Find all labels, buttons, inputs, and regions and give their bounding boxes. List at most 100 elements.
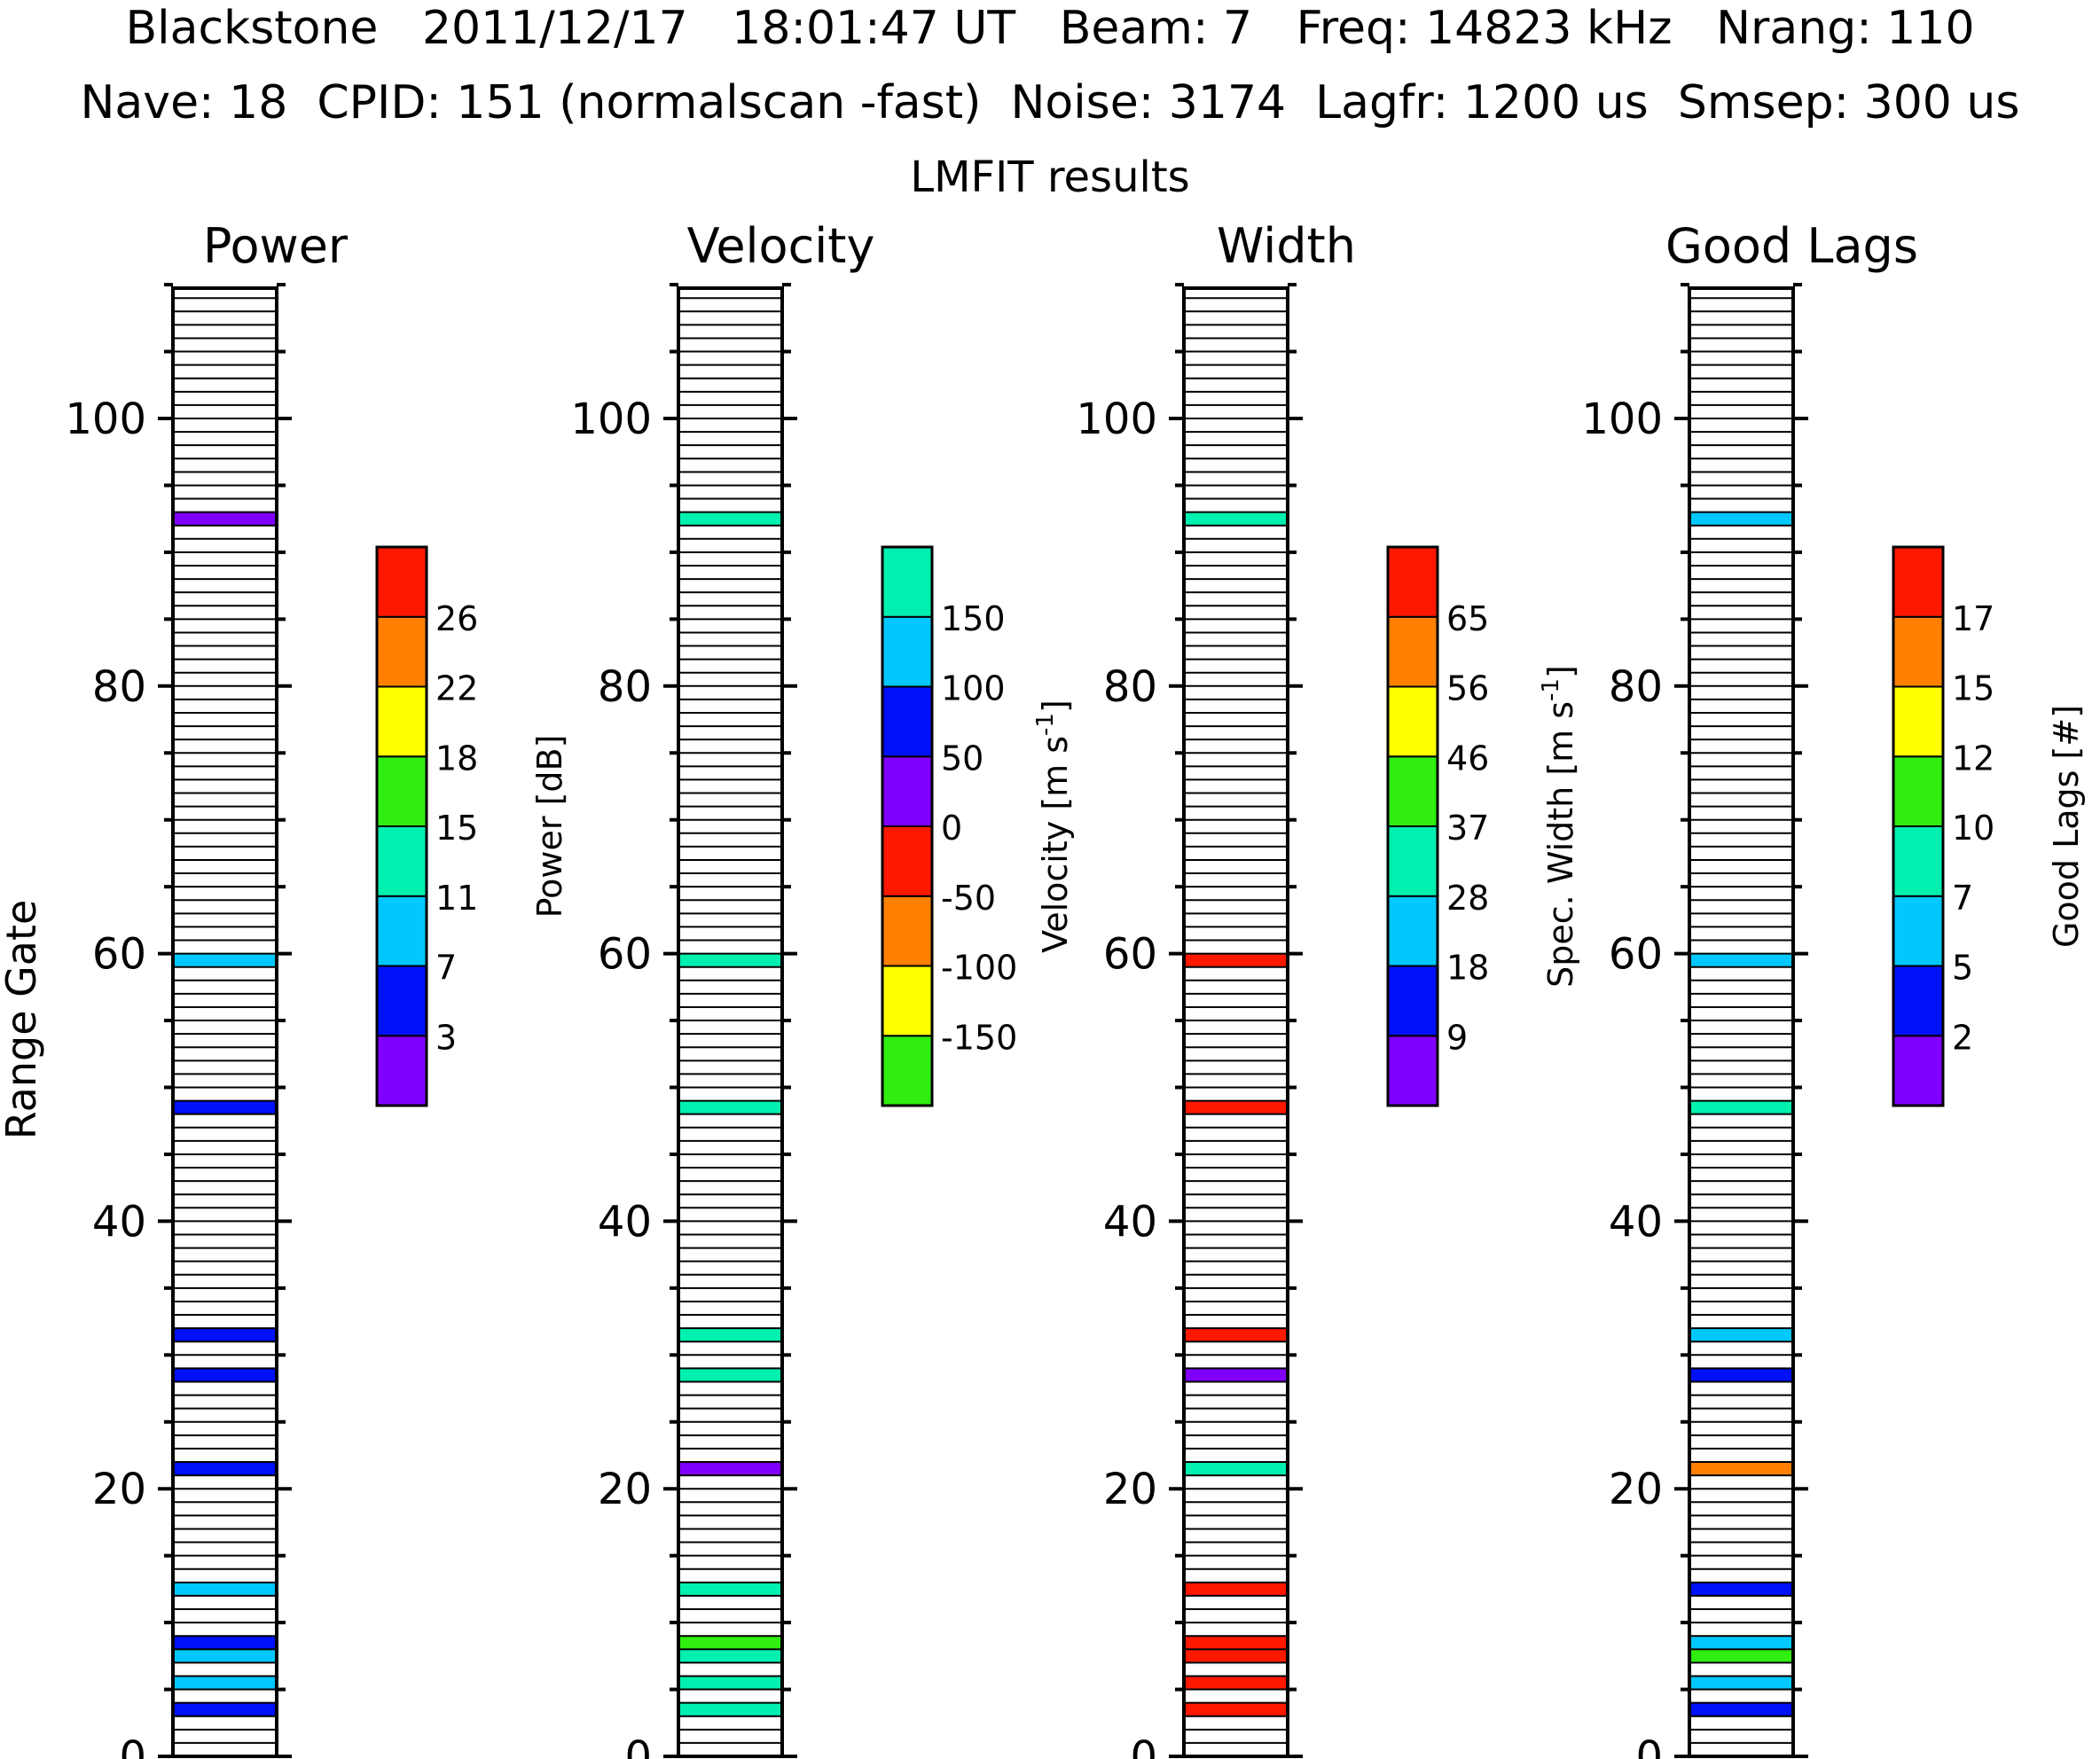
colorbar-frame-velocity — [881, 545, 934, 1107]
range-gate-cell-width — [1184, 1649, 1288, 1663]
colorbar-label-velocity: Velocity [m s-1] — [1032, 700, 1075, 953]
y-tick-label: 100 — [65, 395, 146, 444]
y-tick-label: 60 — [1609, 930, 1663, 980]
colorbar-tick-label: 50 — [941, 739, 983, 778]
y-tick-label: 0 — [1130, 1732, 1157, 1759]
colorbar-swatch-good-lags — [1892, 965, 1944, 1037]
colorbar-swatch-width — [1387, 546, 1438, 618]
colorbar-tick-label: -100 — [941, 949, 1017, 988]
colorbar-frame-power — [375, 545, 428, 1107]
range-gate-cell-power — [173, 1100, 277, 1114]
colorbar-tick-label: 12 — [1952, 739, 1994, 778]
range-gate-cell-velocity — [678, 1636, 782, 1650]
panel-title-good-lags: Good Lags — [1665, 218, 1918, 274]
y-tick-label: 40 — [92, 1197, 146, 1247]
colorbar-label-width: Spec. Width [m s-1] — [1538, 665, 1580, 988]
colorbar-swatch-width — [1387, 1035, 1438, 1106]
colorbar-tick-label: 100 — [941, 669, 1006, 708]
colorbar-swatch-width — [1387, 965, 1438, 1037]
colorbar-tick-label: 26 — [435, 599, 478, 638]
range-gate-cell-power — [173, 1676, 277, 1690]
colorbar-swatch-good-lags — [1892, 825, 1944, 897]
colorbar-tick-label: 11 — [435, 879, 478, 918]
range-gate-cell-good-lags — [1689, 1100, 1793, 1114]
y-tick-label: 20 — [598, 1465, 652, 1514]
panel-frame-velocity — [677, 286, 784, 1758]
y-tick-label: 0 — [1635, 1732, 1663, 1759]
panel-frame-good-lags — [1688, 286, 1795, 1758]
range-gate-cell-width — [1184, 1676, 1288, 1690]
range-gate-cell-width — [1184, 1100, 1288, 1114]
range-gate-cell-power — [173, 1649, 277, 1663]
colorbar-tick-label: 56 — [1446, 669, 1489, 708]
colorbar-tick-label: 22 — [435, 669, 478, 708]
range-gate-cell-width — [1184, 953, 1288, 967]
colorbar-swatch-width — [1387, 825, 1438, 897]
colorbar-tick-label: 5 — [1952, 949, 1973, 988]
y-tick-label: 80 — [1103, 662, 1157, 712]
colorbar-frame-good-lags — [1892, 545, 1945, 1107]
colorbar-swatch-width — [1387, 685, 1438, 758]
y-tick-label: 0 — [119, 1732, 146, 1759]
colorbar-swatch-power — [376, 546, 427, 618]
panel-frame-power — [171, 286, 278, 1758]
range-gate-cell-power — [173, 1462, 277, 1476]
range-gate-cell-velocity — [678, 1100, 782, 1114]
colorbar-tick-label: -50 — [941, 879, 996, 918]
colorbar-tick-label: 0 — [941, 809, 962, 848]
range-gate-cell-good-lags — [1689, 1676, 1793, 1690]
y-tick-label: 0 — [624, 1732, 652, 1759]
y-tick-label: 80 — [92, 662, 146, 712]
range-gate-cell-width — [1184, 1368, 1288, 1382]
range-gate-cell-velocity — [678, 1702, 782, 1716]
panel-frame-width — [1182, 286, 1289, 1758]
range-gate-cell-velocity — [678, 1676, 782, 1690]
y-tick-label: 20 — [1609, 1465, 1663, 1514]
header-line-2: Nave: 18 CPID: 151 (normalscan -fast) No… — [80, 76, 2020, 129]
range-gate-cell-velocity — [678, 1462, 782, 1476]
range-gate-cell-good-lags — [1689, 1328, 1793, 1342]
colorbar-swatch-power — [376, 755, 427, 827]
panel-title-width: Width — [1217, 218, 1356, 274]
range-gate-cell-width — [1184, 512, 1288, 526]
colorbar-tick-label: 17 — [1952, 599, 1994, 638]
colorbar-frame-width — [1386, 545, 1439, 1107]
y-tick-label: 100 — [1076, 395, 1157, 444]
y-tick-label: 60 — [598, 930, 652, 980]
range-gate-cell-good-lags — [1689, 1636, 1793, 1650]
range-gate-cell-good-lags — [1689, 1368, 1793, 1382]
range-gate-cell-power — [173, 1636, 277, 1650]
colorbar-tick-label: 15 — [435, 809, 478, 848]
colorbar-swatch-velocity — [882, 755, 933, 827]
range-gate-cell-good-lags — [1689, 1462, 1793, 1476]
range-gate-cell-width — [1184, 1582, 1288, 1596]
colorbar-swatch-power — [376, 615, 427, 688]
colorbar-tick-label: 10 — [1952, 809, 1994, 848]
y-axis-label: Range Gate — [0, 900, 45, 1140]
y-tick-label: 40 — [1609, 1197, 1663, 1247]
colorbar-swatch-good-lags — [1892, 895, 1944, 967]
colorbar-tick-label: 7 — [1952, 879, 1973, 918]
colorbar-tick-label: 15 — [1952, 669, 1994, 708]
colorbar-tick-label: 3 — [435, 1018, 457, 1057]
colorbar-swatch-power — [376, 825, 427, 897]
colorbar-tick-label: 9 — [1446, 1018, 1468, 1057]
colorbar-tick-label: 18 — [435, 739, 478, 778]
colorbar-swatch-velocity — [882, 685, 933, 758]
y-tick-label: 20 — [1103, 1465, 1157, 1514]
y-tick-label: 60 — [1103, 930, 1157, 980]
range-gate-cell-width — [1184, 1636, 1288, 1650]
range-gate-cell-velocity — [678, 1368, 782, 1382]
colorbar-swatch-good-lags — [1892, 755, 1944, 827]
colorbar-swatch-width — [1387, 895, 1438, 967]
colorbar-swatch-power — [376, 965, 427, 1037]
colorbar-tick-label: 28 — [1446, 879, 1489, 918]
range-gate-cell-velocity — [678, 1582, 782, 1596]
colorbar-swatch-width — [1387, 755, 1438, 827]
y-tick-label: 100 — [570, 395, 652, 444]
colorbar-swatch-good-lags — [1892, 615, 1944, 688]
colorbar-swatch-velocity — [882, 1035, 933, 1106]
colorbar-swatch-good-lags — [1892, 685, 1944, 758]
range-gate-cell-velocity — [678, 953, 782, 967]
